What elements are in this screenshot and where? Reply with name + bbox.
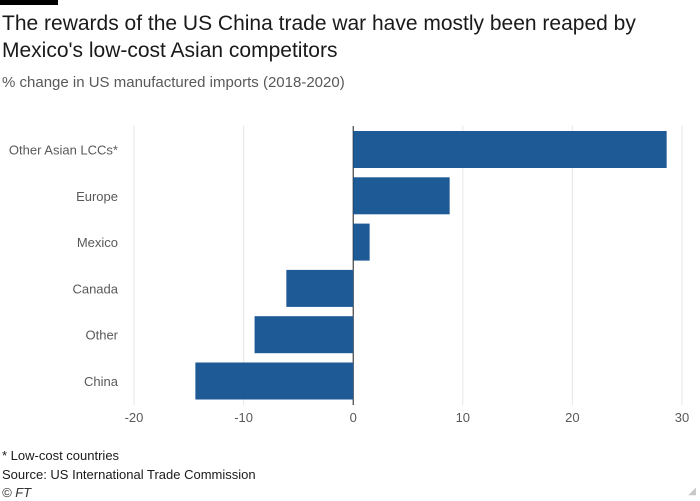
chart-title: The rewards of the US China trade war ha… xyxy=(2,12,636,62)
bar xyxy=(286,269,354,307)
category-label: Canada xyxy=(72,281,118,296)
x-tick-label: 0 xyxy=(350,410,357,425)
bar xyxy=(254,316,354,354)
category-labels: Other Asian LCCs* Europe Mexico Canada Other… xyxy=(9,143,119,390)
bar-chart: Other Asian LCCs* Europe Mexico Canada Other… xyxy=(9,126,690,425)
bar xyxy=(195,362,354,400)
gridlines xyxy=(133,126,683,405)
top-rule xyxy=(0,0,58,5)
x-tick-label: 20 xyxy=(565,410,579,425)
chart-subtitle: % change in US manufactured imports (201… xyxy=(2,74,345,91)
category-label: Mexico xyxy=(77,235,118,250)
category-label: Europe xyxy=(76,189,118,204)
ft-credit: © FT xyxy=(2,485,32,500)
category-label: Other Asian LCCs* xyxy=(9,143,118,158)
x-tick-label: 30 xyxy=(675,410,689,425)
category-label: Other xyxy=(85,328,118,343)
resize-corner-icon: ◢ xyxy=(688,486,696,497)
x-tick-labels: -20 -10 0 10 20 30 xyxy=(125,410,690,425)
bar xyxy=(353,223,370,261)
bar xyxy=(353,131,667,168)
bars xyxy=(195,131,667,400)
category-label: China xyxy=(84,374,119,389)
bar xyxy=(353,177,450,215)
x-tick-label: -20 xyxy=(125,410,144,425)
x-tick-label: 10 xyxy=(456,410,470,425)
x-tick-label: -10 xyxy=(234,410,253,425)
footnote: * Low-cost countries xyxy=(2,448,120,463)
source-note: Source: US International Trade Commissio… xyxy=(2,467,256,482)
